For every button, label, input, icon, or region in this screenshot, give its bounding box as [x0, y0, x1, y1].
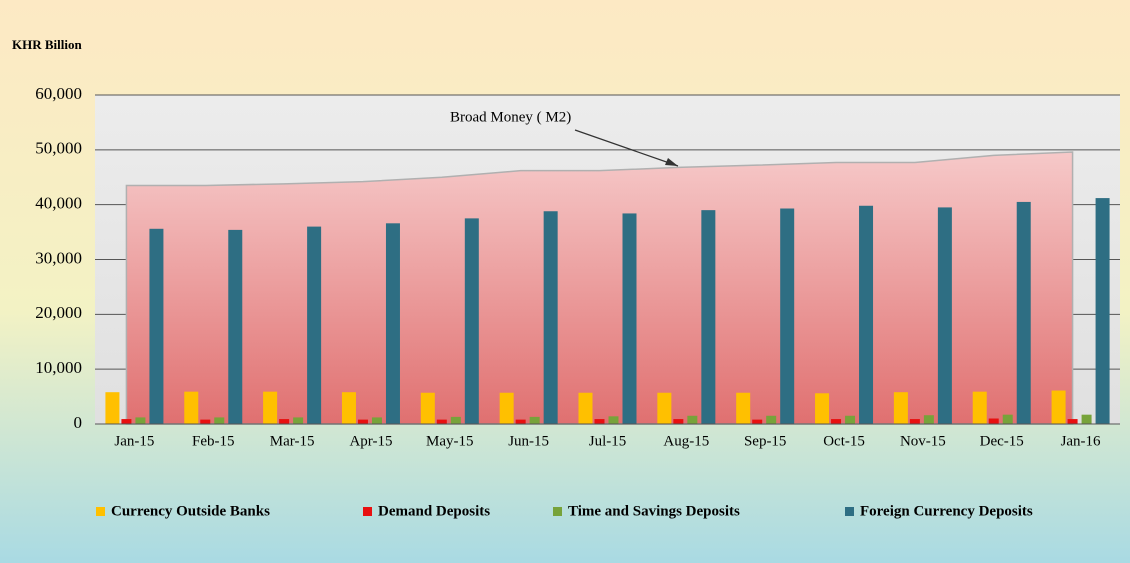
x-tick-label: Sep-15	[744, 433, 787, 449]
bar	[263, 391, 278, 424]
bar	[214, 417, 225, 424]
bar	[578, 392, 593, 424]
bar	[105, 392, 120, 424]
y-tick-label: 60,000	[35, 84, 82, 103]
bar	[831, 419, 842, 424]
bar	[149, 228, 164, 424]
bar	[815, 393, 830, 424]
bar	[1081, 414, 1092, 424]
bar	[780, 208, 795, 424]
annotation: Broad Money ( M2)	[450, 109, 571, 125]
x-tick-label: Feb-15	[192, 433, 235, 449]
bar	[515, 419, 526, 424]
bar	[200, 419, 211, 424]
bar	[608, 416, 619, 424]
bar	[923, 415, 934, 424]
legend-label: Foreign Currency Deposits	[860, 503, 1033, 519]
bar	[464, 218, 479, 424]
x-tick-label: Jun-15	[508, 433, 549, 449]
bar	[657, 392, 672, 424]
legend-swatch	[845, 507, 854, 516]
y-tick-label: 10,000	[35, 358, 82, 377]
y-tick-label: 50,000	[35, 139, 82, 158]
legend-swatch	[553, 507, 562, 516]
y-tick-label: 40,000	[35, 194, 82, 213]
bar	[752, 419, 763, 424]
bar	[1016, 201, 1031, 424]
x-tick-label: Mar-15	[270, 433, 315, 449]
y-tick-label: 20,000	[35, 303, 82, 322]
annotation-arrow	[574, 129, 679, 167]
bar	[341, 392, 356, 424]
x-tick-label: Jan-16	[1061, 433, 1101, 449]
axis-label: KHR Billion	[12, 37, 82, 52]
bar	[687, 415, 698, 424]
bar	[1067, 419, 1078, 424]
bar	[937, 207, 952, 424]
x-tick-label: Aug-15	[663, 433, 709, 449]
x-tick-label: Jul-15	[589, 433, 627, 449]
bar	[988, 418, 999, 424]
bar	[371, 417, 382, 424]
bar	[972, 391, 987, 424]
bar	[766, 415, 777, 424]
bar	[845, 415, 856, 424]
bar	[121, 419, 132, 424]
bar	[529, 416, 540, 424]
y-tick-label: 30,000	[35, 248, 82, 267]
bar	[736, 392, 751, 424]
bar	[385, 223, 400, 424]
legend-swatch	[363, 507, 372, 516]
bar	[893, 392, 908, 424]
bar	[436, 419, 447, 424]
x-tick-label: Oct-15	[823, 433, 865, 449]
legend-label: Demand Deposits	[378, 503, 490, 519]
bar	[228, 229, 243, 424]
x-tick-label: Dec-15	[980, 433, 1024, 449]
legend-label: Time and Savings Deposits	[568, 503, 740, 519]
bar	[701, 210, 716, 424]
bar	[859, 205, 874, 424]
bar	[307, 226, 322, 424]
bar	[909, 419, 920, 424]
y-tick-label: 0	[74, 413, 83, 432]
bar	[357, 419, 368, 424]
x-tick-label: Nov-15	[900, 433, 946, 449]
x-tick-label: May-15	[426, 433, 474, 449]
bar	[1002, 414, 1013, 424]
legend-label: Currency Outside Banks	[111, 503, 270, 519]
area	[125, 151, 1074, 425]
bar	[499, 392, 514, 424]
arrow-head	[665, 158, 678, 166]
bar	[135, 417, 146, 424]
bar	[293, 417, 304, 424]
bar	[673, 419, 684, 424]
bar	[184, 391, 199, 424]
x-tick-label: Apr-15	[349, 433, 392, 449]
bar	[279, 419, 290, 424]
legend-swatch	[96, 507, 105, 516]
bar	[1051, 390, 1066, 424]
bar	[1095, 198, 1110, 424]
bar	[594, 419, 605, 424]
bar	[420, 392, 435, 424]
bar	[543, 211, 558, 424]
bar	[622, 213, 637, 424]
x-tick-label: Jan-15	[114, 433, 154, 449]
bar	[450, 416, 461, 424]
